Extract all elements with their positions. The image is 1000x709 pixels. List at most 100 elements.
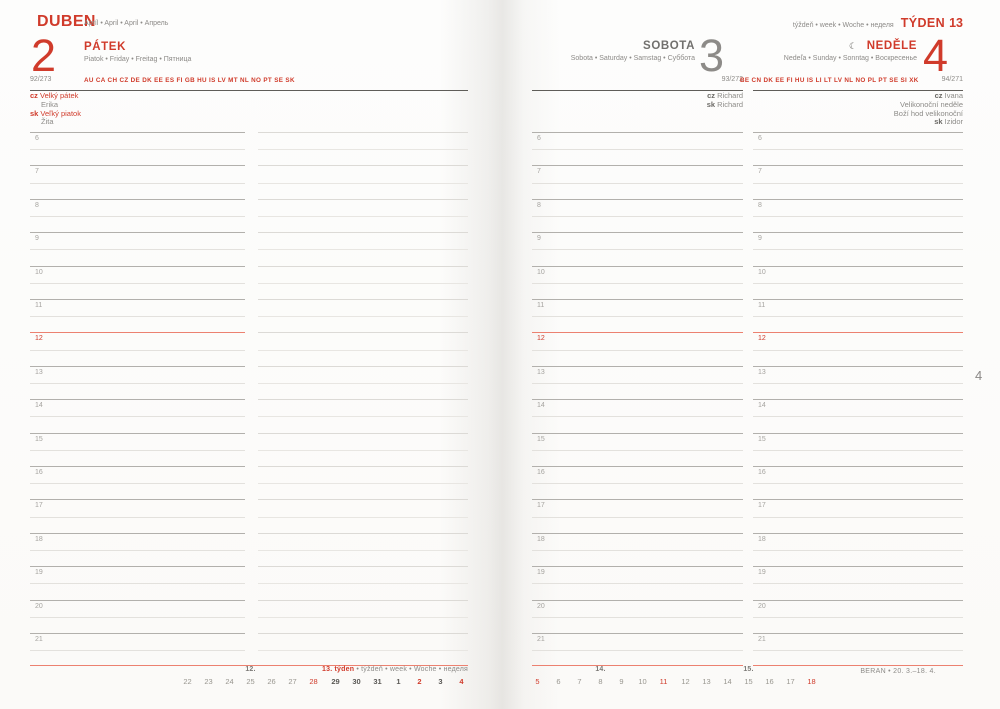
saturday-header-divider xyxy=(532,90,743,91)
hour-label: 7 xyxy=(758,168,762,176)
nameday-entry: Žita xyxy=(41,117,54,127)
country-prefix: cz xyxy=(934,91,943,100)
hour-label: 10 xyxy=(758,268,766,276)
hour-label: 8 xyxy=(537,201,541,209)
hour-label: 9 xyxy=(537,235,541,243)
hour-label: 21 xyxy=(758,636,766,643)
hour-label: 10 xyxy=(35,268,43,276)
notes-line xyxy=(258,650,468,652)
notes-line xyxy=(258,198,468,200)
hour-label: 17 xyxy=(537,502,545,510)
half-hour-line xyxy=(30,182,245,184)
sunday-header-divider xyxy=(753,90,963,91)
hour-label: 15 xyxy=(537,435,545,443)
half-hour-line xyxy=(753,282,963,284)
hour-line xyxy=(753,532,963,534)
mini-week-label: 15. xyxy=(743,666,754,673)
nameday-entry: Velikonoční neděle xyxy=(900,99,963,109)
hour-line xyxy=(753,432,963,434)
half-hour-line xyxy=(30,316,245,318)
notes-line xyxy=(258,165,468,167)
month-edge-tab: 4 xyxy=(975,368,983,383)
notes-line xyxy=(258,583,468,585)
country-prefix: sk xyxy=(706,99,716,109)
saturday-day-translations: Sobota • Saturday • Samstag • Суббота xyxy=(570,55,695,62)
hour-line xyxy=(30,633,245,634)
half-hour-line xyxy=(532,483,743,485)
half-hour-line xyxy=(30,383,245,384)
saturday-header: SOBOTA Sobota • Saturday • Samstag • Суб… xyxy=(532,40,695,62)
half-hour-line xyxy=(30,349,245,351)
half-hour-line xyxy=(30,149,245,151)
half-hour-line xyxy=(532,449,743,451)
hour-label: 7 xyxy=(537,168,541,176)
hour-label: 13 xyxy=(35,368,43,376)
hour-line xyxy=(753,232,963,234)
hour-line xyxy=(532,466,743,467)
notes-line xyxy=(258,550,468,551)
half-hour-line xyxy=(532,282,743,284)
half-hour-line xyxy=(30,616,245,618)
hour-label: 7 xyxy=(35,168,39,176)
hour-line xyxy=(532,432,743,434)
hour-label: 20 xyxy=(537,602,545,610)
holiday-entry: cz Velký pátek xyxy=(30,91,79,100)
notes-line xyxy=(258,383,468,384)
notes-line xyxy=(258,416,468,418)
half-hour-line xyxy=(753,483,963,485)
hour-line xyxy=(532,299,743,300)
hour-label: 9 xyxy=(758,235,762,243)
mini-day: 27 xyxy=(288,677,297,686)
hour-label: 12 xyxy=(35,335,43,343)
hour-line xyxy=(30,566,245,568)
notes-line xyxy=(258,182,468,184)
half-hour-line xyxy=(532,583,743,585)
friday-day-of-year: 92/273 xyxy=(30,76,52,83)
mini-day: 17 xyxy=(786,677,795,686)
half-hour-line xyxy=(753,316,963,318)
hour-label: 11 xyxy=(758,302,766,309)
mini-day: 9 xyxy=(619,677,624,686)
notes-line xyxy=(258,249,468,251)
hour-line xyxy=(532,365,743,367)
saturday-entries: cz Richard sk Richard xyxy=(600,91,743,110)
hour-line xyxy=(753,165,963,167)
friday-day-translations: Piatok • Friday • Freitag • Пятница xyxy=(84,56,192,63)
half-hour-line xyxy=(753,550,963,551)
half-hour-line xyxy=(30,416,245,418)
month-title: DUBEN xyxy=(37,13,96,30)
notes-line xyxy=(258,633,468,634)
moon-phase-icon: ☾ xyxy=(849,41,858,51)
friday-header: PÁTEK Piatok • Friday • Freitag • Пятниц… xyxy=(84,41,191,63)
notes-line xyxy=(258,566,468,568)
nameday-entry: Erika xyxy=(41,99,59,109)
mini-day: 29 xyxy=(331,677,340,686)
half-hour-line xyxy=(753,249,963,251)
hour-line xyxy=(532,399,743,401)
mini-day: 3 xyxy=(438,677,443,686)
mini-day: 26 xyxy=(267,677,276,686)
notes-line xyxy=(258,616,468,618)
hour-line xyxy=(30,332,245,334)
mini-day: 28 xyxy=(309,677,318,686)
hour-line xyxy=(30,399,245,401)
month-translations: Apríl • April • April • Апрель xyxy=(84,20,169,27)
hour-label: 14 xyxy=(35,402,43,410)
week-header: týždeň • week • Woche • неделя TÝDEN 13 xyxy=(663,14,963,32)
mini-day: 2 xyxy=(417,677,422,686)
notes-line xyxy=(258,149,468,151)
hour-label: 14 xyxy=(758,402,766,410)
hour-label: 6 xyxy=(758,135,762,142)
notes-line xyxy=(258,599,468,601)
hour-line xyxy=(753,399,963,401)
notes-line xyxy=(258,282,468,284)
hour-line xyxy=(532,599,743,601)
sunday-day-of-year: 94/271 xyxy=(941,76,963,83)
hour-label: 14 xyxy=(537,402,545,410)
sunday-footer-rule xyxy=(753,665,963,666)
hour-line xyxy=(532,132,743,133)
mini-day: 23 xyxy=(204,677,213,686)
hour-label: 16 xyxy=(35,469,43,476)
notes-line xyxy=(258,299,468,300)
half-hour-line xyxy=(30,550,245,551)
